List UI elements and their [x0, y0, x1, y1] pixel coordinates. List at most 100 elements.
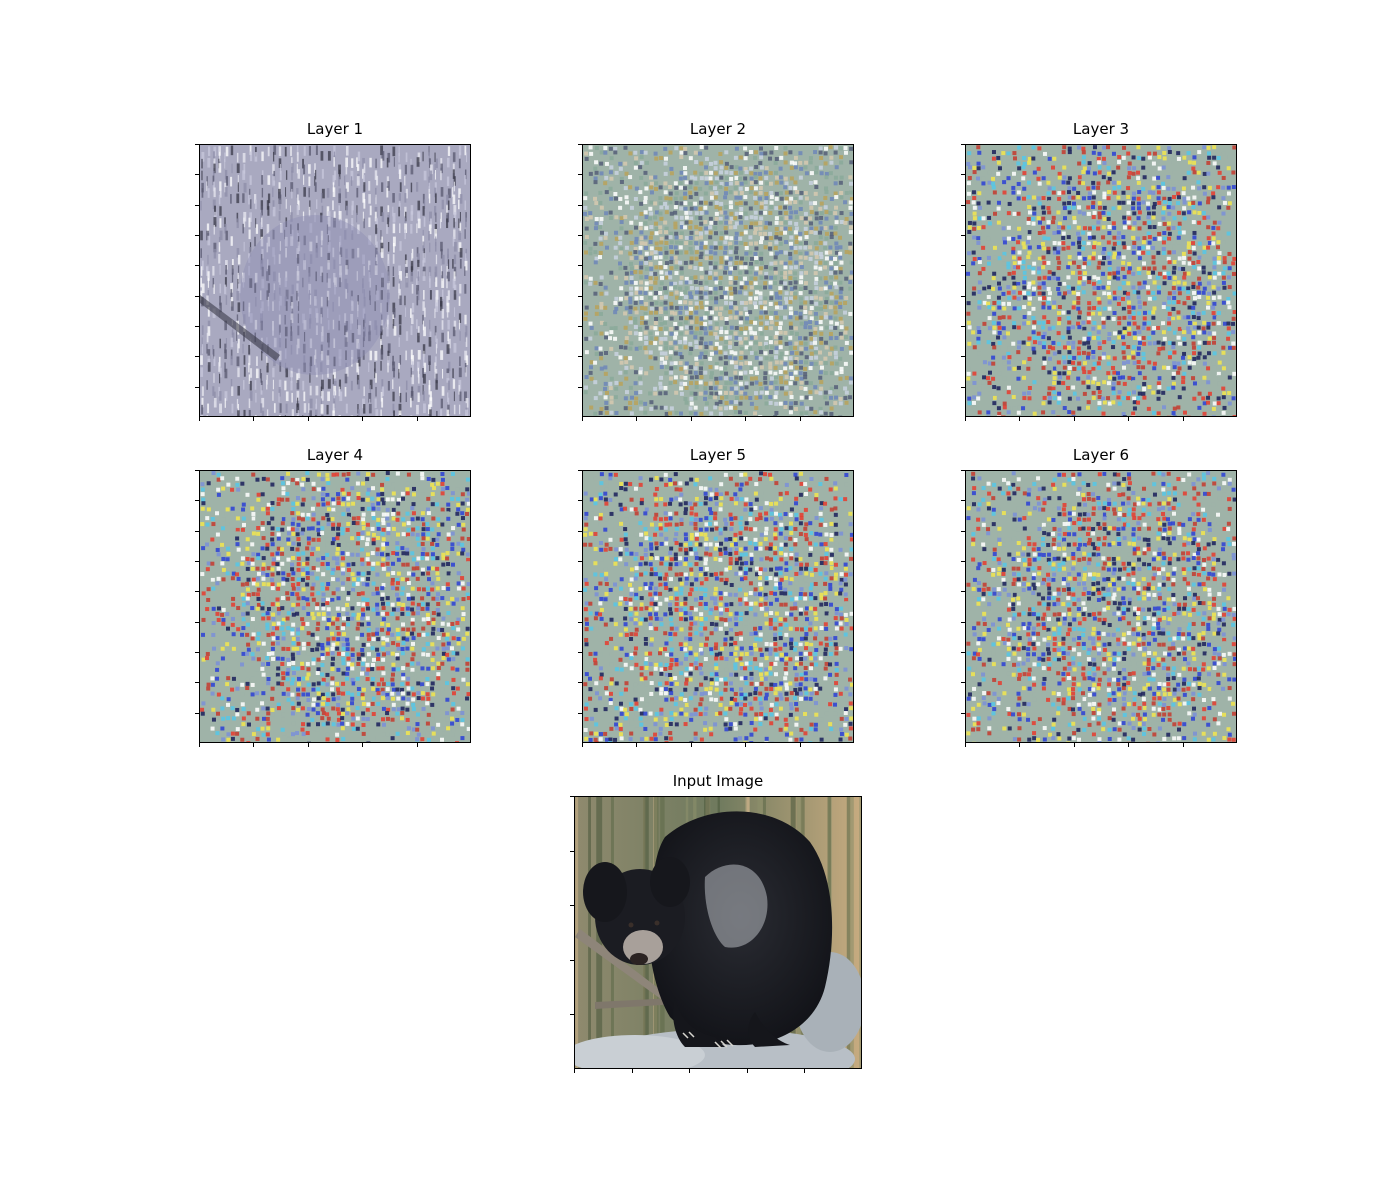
y-tick: [195, 622, 199, 623]
y-tick: [961, 652, 965, 653]
y-tick: [961, 205, 965, 206]
y-tick: [578, 561, 582, 562]
y-tick: [195, 296, 199, 297]
panel-title: Layer 5: [689, 446, 747, 464]
x-tick: [308, 417, 309, 421]
y-tick: [195, 531, 199, 532]
x-tick: [253, 417, 254, 421]
x-tick: [745, 743, 746, 747]
y-tick: [578, 356, 582, 357]
y-tick: [578, 470, 582, 471]
x-tick: [1019, 743, 1020, 747]
x-tick: [308, 743, 309, 747]
x-tick: [574, 1069, 575, 1073]
x-tick: [804, 1069, 805, 1073]
panel-title: Layer 2: [689, 120, 747, 138]
x-tick: [362, 743, 363, 747]
y-tick: [961, 682, 965, 683]
y-tick: [961, 235, 965, 236]
feature-map-image: [582, 470, 854, 743]
panel-title: Layer 1: [306, 120, 364, 138]
y-tick: [961, 531, 965, 532]
y-tick: [195, 713, 199, 714]
panel-title: Input Image: [672, 772, 764, 790]
y-tick: [961, 591, 965, 592]
y-tick: [961, 622, 965, 623]
input-photo: [574, 796, 862, 1069]
y-tick: [570, 905, 574, 906]
x-tick: [199, 743, 200, 747]
y-tick: [961, 265, 965, 266]
y-tick: [961, 296, 965, 297]
panel-layer-6: Layer 6: [965, 446, 1237, 743]
x-tick: [800, 743, 801, 747]
y-tick: [961, 326, 965, 327]
y-tick: [195, 144, 199, 145]
x-tick: [636, 417, 637, 421]
y-tick: [195, 591, 199, 592]
panel-input-image: Input Image: [574, 772, 862, 1069]
y-tick: [195, 356, 199, 357]
x-tick: [417, 417, 418, 421]
y-tick: [195, 265, 199, 266]
y-tick: [195, 387, 199, 388]
x-tick: [582, 743, 583, 747]
y-tick: [961, 387, 965, 388]
x-tick: [1074, 743, 1075, 747]
panel-layer-2: Layer 2: [582, 120, 854, 417]
x-tick: [1074, 417, 1075, 421]
y-tick: [961, 561, 965, 562]
panel-title: Layer 6: [1072, 446, 1130, 464]
y-tick: [961, 713, 965, 714]
panel-layer-4: Layer 4: [199, 446, 471, 743]
y-tick: [578, 326, 582, 327]
y-tick: [570, 960, 574, 961]
x-tick: [362, 417, 363, 421]
x-tick: [1128, 743, 1129, 747]
x-tick: [691, 417, 692, 421]
y-tick: [578, 591, 582, 592]
y-tick: [195, 326, 199, 327]
y-tick: [578, 682, 582, 683]
x-tick: [1183, 417, 1184, 421]
y-tick: [578, 652, 582, 653]
feature-map-image: [965, 144, 1237, 417]
y-tick: [578, 235, 582, 236]
y-tick: [195, 174, 199, 175]
y-tick: [578, 713, 582, 714]
y-tick: [961, 500, 965, 501]
y-tick: [578, 387, 582, 388]
x-tick: [691, 743, 692, 747]
x-tick: [1128, 417, 1129, 421]
y-tick: [195, 561, 199, 562]
y-tick: [570, 851, 574, 852]
panel-layer-3: Layer 3: [965, 120, 1237, 417]
feature-map-image: [965, 470, 1237, 743]
y-tick: [578, 500, 582, 501]
y-tick: [570, 1014, 574, 1015]
x-tick: [199, 417, 200, 421]
feature-map-image: [199, 470, 471, 743]
x-tick: [582, 417, 583, 421]
y-tick: [195, 235, 199, 236]
feature-map-image: [582, 144, 854, 417]
x-tick: [1019, 417, 1020, 421]
y-tick: [578, 174, 582, 175]
y-tick: [195, 205, 199, 206]
y-tick: [578, 144, 582, 145]
y-tick: [195, 652, 199, 653]
x-tick: [800, 417, 801, 421]
y-tick: [570, 796, 574, 797]
panel-layer-1: Layer 1: [199, 120, 471, 417]
y-tick: [195, 470, 199, 471]
x-tick: [636, 743, 637, 747]
x-tick: [965, 417, 966, 421]
panel-title: Layer 3: [1072, 120, 1130, 138]
y-tick: [578, 622, 582, 623]
x-tick: [1183, 743, 1184, 747]
y-tick: [961, 144, 965, 145]
x-tick: [689, 1069, 690, 1073]
y-tick: [578, 265, 582, 266]
y-tick: [578, 205, 582, 206]
x-tick: [253, 743, 254, 747]
